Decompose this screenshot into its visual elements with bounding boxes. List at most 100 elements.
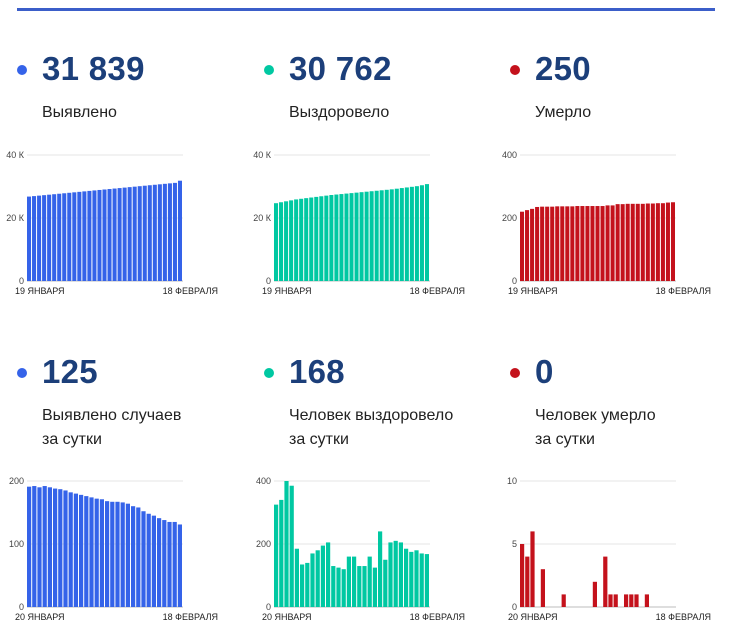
bar: [610, 205, 615, 281]
top-accent-line: [17, 8, 715, 11]
bar: [388, 542, 393, 607]
series-dot: [264, 368, 274, 378]
bar: [393, 540, 398, 607]
bar: [326, 542, 331, 607]
y-tick-label: 10: [507, 476, 517, 486]
bar: [84, 496, 89, 607]
bar: [369, 191, 374, 281]
x-start-label: 20 ЯНВАРЯ: [262, 612, 312, 622]
bar: [127, 187, 132, 281]
big-number: 30 762: [289, 50, 392, 87]
bar: [309, 197, 314, 281]
bar: [424, 184, 429, 281]
bar: [32, 486, 37, 607]
y-tick-label: 0: [266, 602, 271, 612]
y-tick-label: 400: [256, 476, 271, 486]
bar: [398, 542, 403, 607]
big-number: 168: [289, 353, 345, 390]
bar: [595, 206, 600, 281]
bar-chart: 0 200 400 20 ЯНВАРЯ 18 ФЕВРАЛЯ: [256, 476, 465, 622]
bar: [67, 192, 72, 281]
y-tick-label: 400: [502, 150, 517, 160]
bar: [419, 553, 424, 607]
bar: [294, 548, 299, 607]
bar-chart: 0 200 400 19 ЯНВАРЯ 18 ФЕВРАЛЯ: [502, 150, 711, 296]
bar: [525, 556, 530, 607]
bar: [94, 498, 99, 607]
x-end-label: 18 ФЕВРАЛЯ: [410, 286, 465, 296]
x-start-label: 19 ЯНВАРЯ: [262, 286, 312, 296]
bar: [47, 194, 52, 281]
x-start-label: 20 ЯНВАРЯ: [15, 612, 65, 622]
series-dot: [17, 368, 27, 378]
series-dot: [264, 65, 274, 75]
bar: [279, 499, 284, 607]
bar: [125, 503, 130, 607]
bar: [384, 189, 389, 281]
bar: [141, 511, 146, 607]
bar: [82, 191, 87, 281]
bar: [79, 494, 84, 607]
bar: [525, 210, 530, 281]
bar: [147, 185, 152, 281]
bar: [57, 193, 62, 281]
bar: [92, 190, 97, 281]
bar: [157, 518, 162, 607]
bar: [367, 556, 372, 607]
bar: [97, 189, 102, 281]
y-tick-label: 200: [9, 476, 24, 486]
bar: [58, 489, 63, 607]
bar: [117, 188, 122, 281]
bar: [346, 556, 351, 607]
bar: [37, 487, 42, 607]
bar: [600, 206, 605, 281]
bar: [409, 551, 414, 607]
bar: [63, 490, 68, 607]
y-tick-label: 0: [266, 276, 271, 286]
bar: [336, 567, 341, 607]
bar: [399, 188, 404, 281]
x-end-label: 18 ФЕВРАЛЯ: [410, 612, 465, 622]
bar: [383, 559, 388, 607]
bar: [274, 504, 279, 607]
bar: [279, 202, 284, 281]
bar: [172, 182, 177, 281]
bar-chart: 0 5 10 20 ЯНВАРЯ 18 ФЕВРАЛЯ: [507, 476, 711, 622]
bar: [603, 556, 608, 607]
y-tick-label: 5: [512, 539, 517, 549]
bar: [590, 206, 595, 281]
x-end-label: 18 ФЕВРАЛЯ: [656, 286, 711, 296]
bar: [112, 188, 117, 281]
bar-chart: 0 100 200 20 ЯНВАРЯ 18 ФЕВРАЛЯ: [9, 476, 218, 622]
bar: [634, 594, 639, 607]
bar: [299, 198, 304, 281]
bar: [580, 206, 585, 281]
bar: [42, 195, 47, 281]
bar: [379, 190, 384, 281]
bar: [99, 499, 104, 607]
metric-label: Человек выздоровело: [289, 407, 454, 424]
bar: [102, 189, 107, 281]
bar: [136, 507, 141, 607]
metric-label: Человек умерло: [535, 407, 656, 424]
bar: [660, 203, 665, 281]
series-dot: [17, 65, 27, 75]
bar: [352, 556, 357, 607]
metric-label: Выздоровело: [289, 104, 390, 121]
bar: [304, 198, 309, 281]
bar: [339, 194, 344, 281]
x-start-label: 19 ЯНВАРЯ: [508, 286, 558, 296]
bar: [592, 581, 597, 607]
x-end-label: 18 ФЕВРАЛЯ: [163, 286, 218, 296]
bar: [629, 594, 634, 607]
y-tick-label: 0: [512, 602, 517, 612]
y-tick-label: 20 К: [6, 213, 25, 223]
bar: [625, 203, 630, 281]
metric-sublabel: за сутки: [535, 431, 595, 448]
y-tick-label: 40 К: [6, 150, 25, 160]
bar: [132, 186, 137, 281]
bar: [374, 190, 379, 281]
bar: [320, 545, 325, 607]
bar: [535, 206, 540, 281]
bar: [310, 553, 315, 607]
